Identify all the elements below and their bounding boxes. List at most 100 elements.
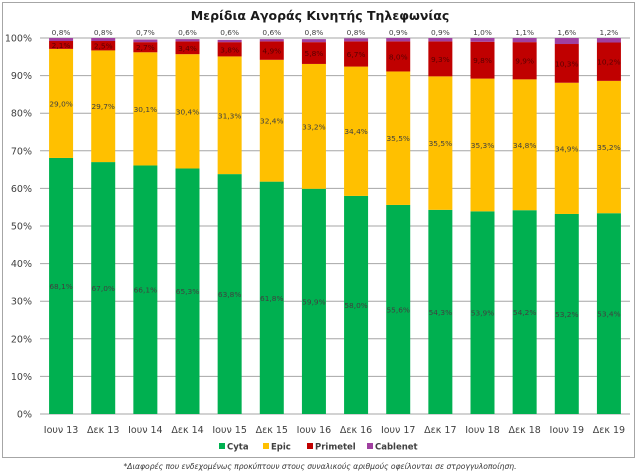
bar-cablenet	[344, 38, 369, 42]
bar-epic	[259, 59, 284, 182]
bar-cyta	[596, 213, 621, 414]
bar-epic	[175, 54, 200, 169]
data-label-epic: 29,0%	[49, 99, 72, 108]
bar-primetel	[175, 41, 200, 55]
bar-primetel	[428, 41, 453, 77]
gridlines	[40, 37, 630, 415]
bar-epic	[386, 71, 411, 205]
legend-swatch	[219, 443, 225, 449]
data-label-epic: 34,8%	[513, 141, 536, 150]
data-labels: 68,1% 29,0% 2,1% 0,8% 67,0% 29,7% 2,5% 0,8% 66,1…	[49, 28, 620, 319]
x-tick-label: Ιουν 18	[465, 425, 500, 436]
data-label-cyta: 67,0%	[91, 284, 114, 293]
legend-label: Cyta	[227, 443, 249, 453]
x-tick-label: Ιουν 14	[128, 425, 163, 436]
data-label-primetel: 4,9%	[262, 47, 281, 56]
y-tick-label: 30%	[11, 297, 32, 308]
legend-item-epic: Epic	[263, 443, 291, 453]
x-tick-label: Ιουν 17	[381, 425, 416, 436]
data-label-primetel: 10,3%	[555, 59, 578, 68]
legend-swatch	[263, 443, 269, 449]
legend-label: Primetel	[315, 443, 356, 453]
y-tick-label: 50%	[11, 222, 32, 233]
y-tick-label: 20%	[11, 334, 32, 345]
data-label-primetel: 9,8%	[473, 56, 492, 65]
legend-item-cyta: Cyta	[219, 443, 249, 453]
bar-cablenet	[428, 38, 453, 42]
y-tick-label: 10%	[11, 372, 32, 383]
bar-epic	[470, 78, 495, 212]
bar-cablenet	[386, 38, 411, 42]
data-label-epic: 31,3%	[218, 111, 241, 120]
data-label-cyta: 66,1%	[134, 286, 157, 295]
bar-epic	[344, 66, 369, 196]
data-label-epic: 34,9%	[555, 144, 578, 153]
bar-cyta	[91, 162, 116, 414]
bars	[49, 38, 621, 414]
bar-cablenet	[217, 39, 242, 43]
bar-cyta	[554, 213, 579, 414]
data-label-epic: 35,5%	[429, 139, 452, 148]
x-tick-label: Δεκ 13	[87, 425, 119, 436]
legend: Cyta Epic Primetel Cablenet	[219, 443, 418, 453]
data-label-epic: 35,5%	[386, 134, 409, 143]
data-label-primetel: 3,8%	[220, 45, 239, 54]
bar-cyta	[386, 204, 411, 414]
bar-cablenet	[301, 39, 326, 43]
bar-cyta	[428, 209, 453, 414]
bar-cablenet	[512, 38, 537, 43]
legend-item-primetel: Primetel	[307, 443, 356, 453]
bar-cyta	[175, 168, 200, 414]
bar-epic	[91, 50, 116, 163]
data-label-primetel: 6,7%	[347, 50, 366, 59]
x-tick-label: Δεκ 19	[593, 425, 625, 436]
data-label-epic: 35,2%	[597, 143, 620, 152]
data-label-cyta: 53,2%	[555, 310, 578, 319]
y-tick-label: 40%	[11, 259, 32, 270]
data-label-epic: 30,4%	[176, 107, 199, 116]
bar-cyta	[49, 157, 74, 414]
data-label-epic: 35,3%	[471, 141, 494, 150]
bar-epic	[301, 63, 326, 189]
bar-cyta	[470, 211, 495, 414]
bar-primetel	[49, 41, 74, 49]
data-label-cyta: 54,2%	[513, 308, 536, 317]
data-label-epic: 30,1%	[134, 105, 157, 114]
bar-primetel	[259, 41, 284, 60]
data-label-cyta: 53,4%	[597, 310, 620, 319]
legend-swatch	[367, 443, 373, 449]
bar-cyta	[259, 181, 284, 414]
x-tick-label: Ιουν 16	[297, 425, 332, 436]
data-label-epic: 34,4%	[344, 127, 367, 136]
data-label-cablenet: 0,8%	[94, 28, 113, 37]
data-label-cablenet: 1,1%	[515, 28, 534, 37]
bar-epic	[554, 82, 579, 214]
bar-primetel	[596, 42, 621, 81]
data-label-epic: 33,2%	[302, 122, 325, 131]
bar-epic	[596, 80, 621, 214]
legend-label: Cablenet	[375, 443, 418, 453]
bar-epic	[512, 79, 537, 211]
bar-primetel	[217, 42, 242, 57]
bar-primetel	[470, 41, 495, 79]
data-label-cyta: 61,8%	[260, 294, 283, 303]
bar-primetel	[554, 44, 579, 83]
x-tick-label: Δεκ 18	[508, 425, 540, 436]
data-label-cablenet: 0,8%	[305, 28, 324, 37]
data-label-cablenet: 1,0%	[473, 28, 492, 37]
bar-primetel	[386, 41, 411, 72]
data-label-cyta: 55,6%	[386, 305, 409, 314]
data-label-cablenet: 1,6%	[557, 28, 576, 37]
data-label-primetel: 2,1%	[52, 41, 71, 50]
data-label-cyta: 59,9%	[302, 297, 325, 306]
bar-cyta	[344, 195, 369, 414]
x-axis: Ιουν 13 Δεκ 13 Ιουν 14 Δεκ 14 Ιουν 15 Δεκ 15 Ι…	[44, 425, 625, 436]
y-tick-label: 70%	[11, 146, 32, 157]
bar-cablenet	[470, 38, 495, 42]
x-tick-label: Ιουν 13	[44, 425, 79, 436]
bar-cablenet	[554, 38, 579, 45]
bar-cablenet	[259, 39, 284, 42]
legend-label: Epic	[271, 443, 291, 453]
y-tick-label: 80%	[11, 109, 32, 120]
x-tick-label: Δεκ 15	[256, 425, 288, 436]
